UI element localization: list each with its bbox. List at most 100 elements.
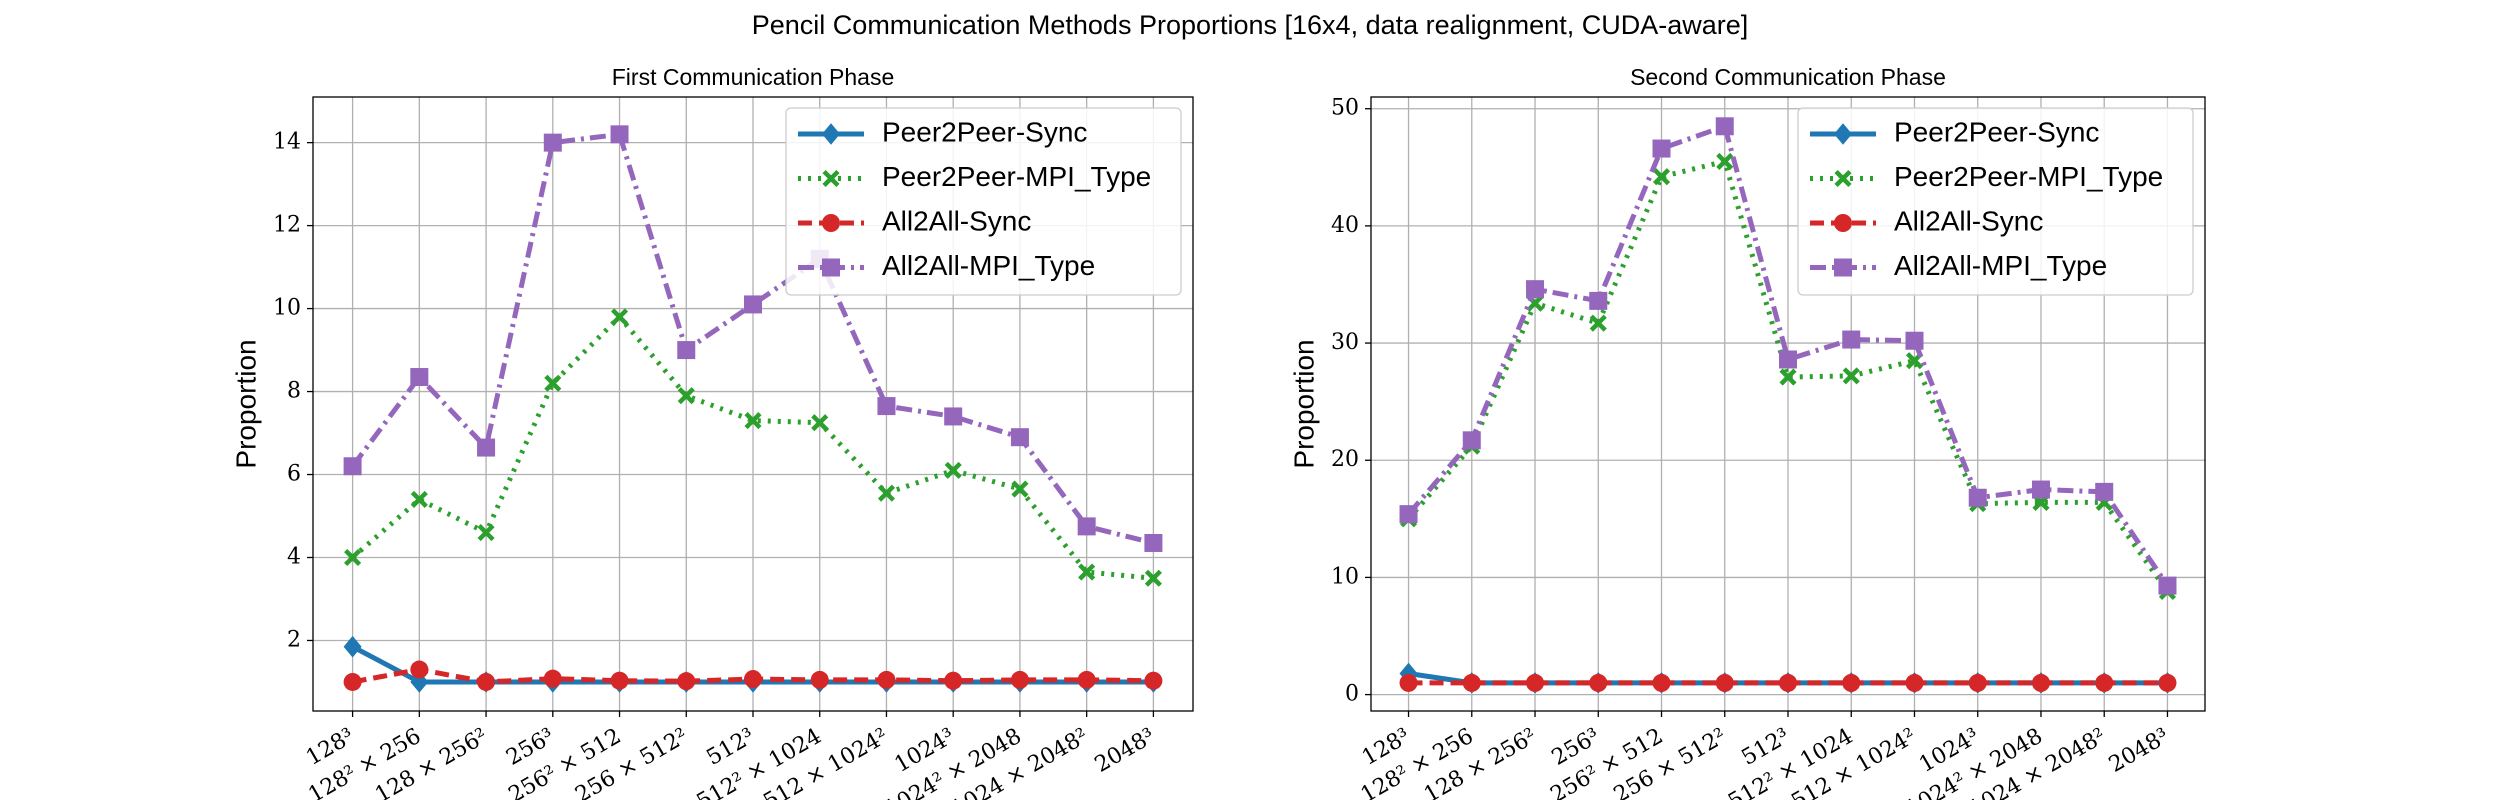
marker (2031, 480, 2050, 499)
marker (1834, 214, 1852, 232)
marker (877, 397, 896, 416)
marker (410, 368, 429, 387)
marker (1842, 673, 1861, 692)
marker (477, 524, 495, 542)
y-tick-label: 0 (1345, 682, 1359, 707)
legend-label: All2All-MPI_Type (1894, 250, 2107, 281)
marker (1715, 117, 1734, 136)
marker (343, 672, 362, 691)
figure-title: Pencil Communication Methods Proportions… (752, 10, 1748, 40)
marker (677, 387, 695, 405)
y-axis-label: Proportion (230, 339, 261, 468)
marker (610, 308, 629, 326)
marker (610, 671, 629, 690)
marker (343, 457, 362, 476)
marker (1399, 673, 1418, 692)
marker (1779, 368, 1797, 386)
marker (677, 672, 696, 691)
marker (877, 670, 896, 689)
marker (677, 341, 696, 360)
marker (1144, 533, 1163, 552)
marker (543, 133, 562, 152)
marker (2158, 576, 2177, 595)
marker (1589, 291, 1608, 310)
plot-frame (1370, 96, 2206, 712)
marker (1652, 139, 1671, 158)
legend-label: All2All-Sync (882, 205, 1031, 236)
marker (2095, 673, 2114, 692)
marker (1526, 673, 1545, 692)
marker (1842, 330, 1861, 349)
marker (1905, 331, 1924, 350)
marker (1716, 152, 1734, 170)
marker (410, 671, 429, 693)
marker (1779, 350, 1797, 369)
marker (2158, 673, 2177, 692)
legend-label: Peer2Peer-MPI_Type (882, 161, 1151, 192)
y-tick-label: 8 (287, 379, 301, 404)
marker (1834, 123, 1852, 145)
marker (477, 672, 496, 691)
marker (544, 374, 562, 392)
marker (1010, 670, 1029, 689)
marker (477, 438, 496, 457)
marker (744, 295, 762, 314)
y-tick-label: 20 (1331, 447, 1359, 472)
marker (1077, 670, 1096, 689)
marker (543, 669, 562, 688)
y-tick-label: 4 (287, 545, 301, 570)
marker (744, 412, 762, 430)
marker (344, 548, 362, 567)
marker (822, 123, 840, 145)
legend-label: Peer2Peer-MPI_Type (1894, 161, 2163, 192)
plot-frame (312, 96, 1194, 712)
marker (822, 214, 840, 232)
legend-box (1797, 107, 2194, 296)
marker (1834, 258, 1852, 277)
marker (1905, 673, 1924, 692)
marker (1652, 673, 1671, 692)
y-tick-label: 2 (287, 627, 301, 652)
marker (1968, 673, 1987, 692)
marker (1078, 563, 1096, 581)
marker (810, 670, 829, 689)
y-tick-label: 10 (1331, 564, 1359, 589)
legend: Peer2Peer-Sync Peer2Peer-MPI_Type All2All-… (1797, 107, 2194, 296)
marker (1715, 673, 1734, 692)
legend-box (785, 107, 1182, 296)
y-tick-label: 12 (273, 213, 301, 238)
marker (1077, 517, 1096, 536)
marker (1779, 673, 1797, 692)
marker (1144, 671, 1163, 690)
marker (1399, 505, 1418, 524)
y-tick-label: 14 (273, 130, 301, 155)
legend-label: All2All-MPI_Type (882, 250, 1095, 281)
marker (1011, 480, 1029, 498)
marker (944, 671, 963, 690)
panel-title: First Communication Phase (612, 64, 895, 90)
marker (822, 258, 840, 277)
legend-label: Peer2Peer-Sync (1894, 116, 2099, 147)
legend-label: Peer2Peer-Sync (882, 116, 1087, 147)
y-tick-label: 6 (287, 462, 301, 487)
marker (1834, 169, 1852, 188)
marker (410, 660, 429, 679)
marker (1842, 367, 1860, 385)
marker (744, 670, 762, 689)
marker (1589, 314, 1607, 332)
marker (1010, 428, 1029, 447)
legend: Peer2Peer-Sync Peer2Peer-MPI_Type All2All-… (785, 107, 1182, 296)
marker (1462, 431, 1481, 450)
marker (1462, 673, 1481, 692)
marker (1968, 488, 1987, 507)
legend-label: All2All-Sync (1894, 205, 2043, 236)
panel-title: Second Communication Phase (1630, 64, 1946, 90)
marker (877, 484, 896, 502)
marker (610, 125, 629, 144)
y-axis-label: Proportion (1288, 339, 1319, 468)
marker (343, 635, 362, 658)
marker (1526, 280, 1545, 299)
marker (1144, 569, 1162, 587)
marker (822, 169, 840, 188)
y-tick-label: 50 (1331, 96, 1359, 121)
